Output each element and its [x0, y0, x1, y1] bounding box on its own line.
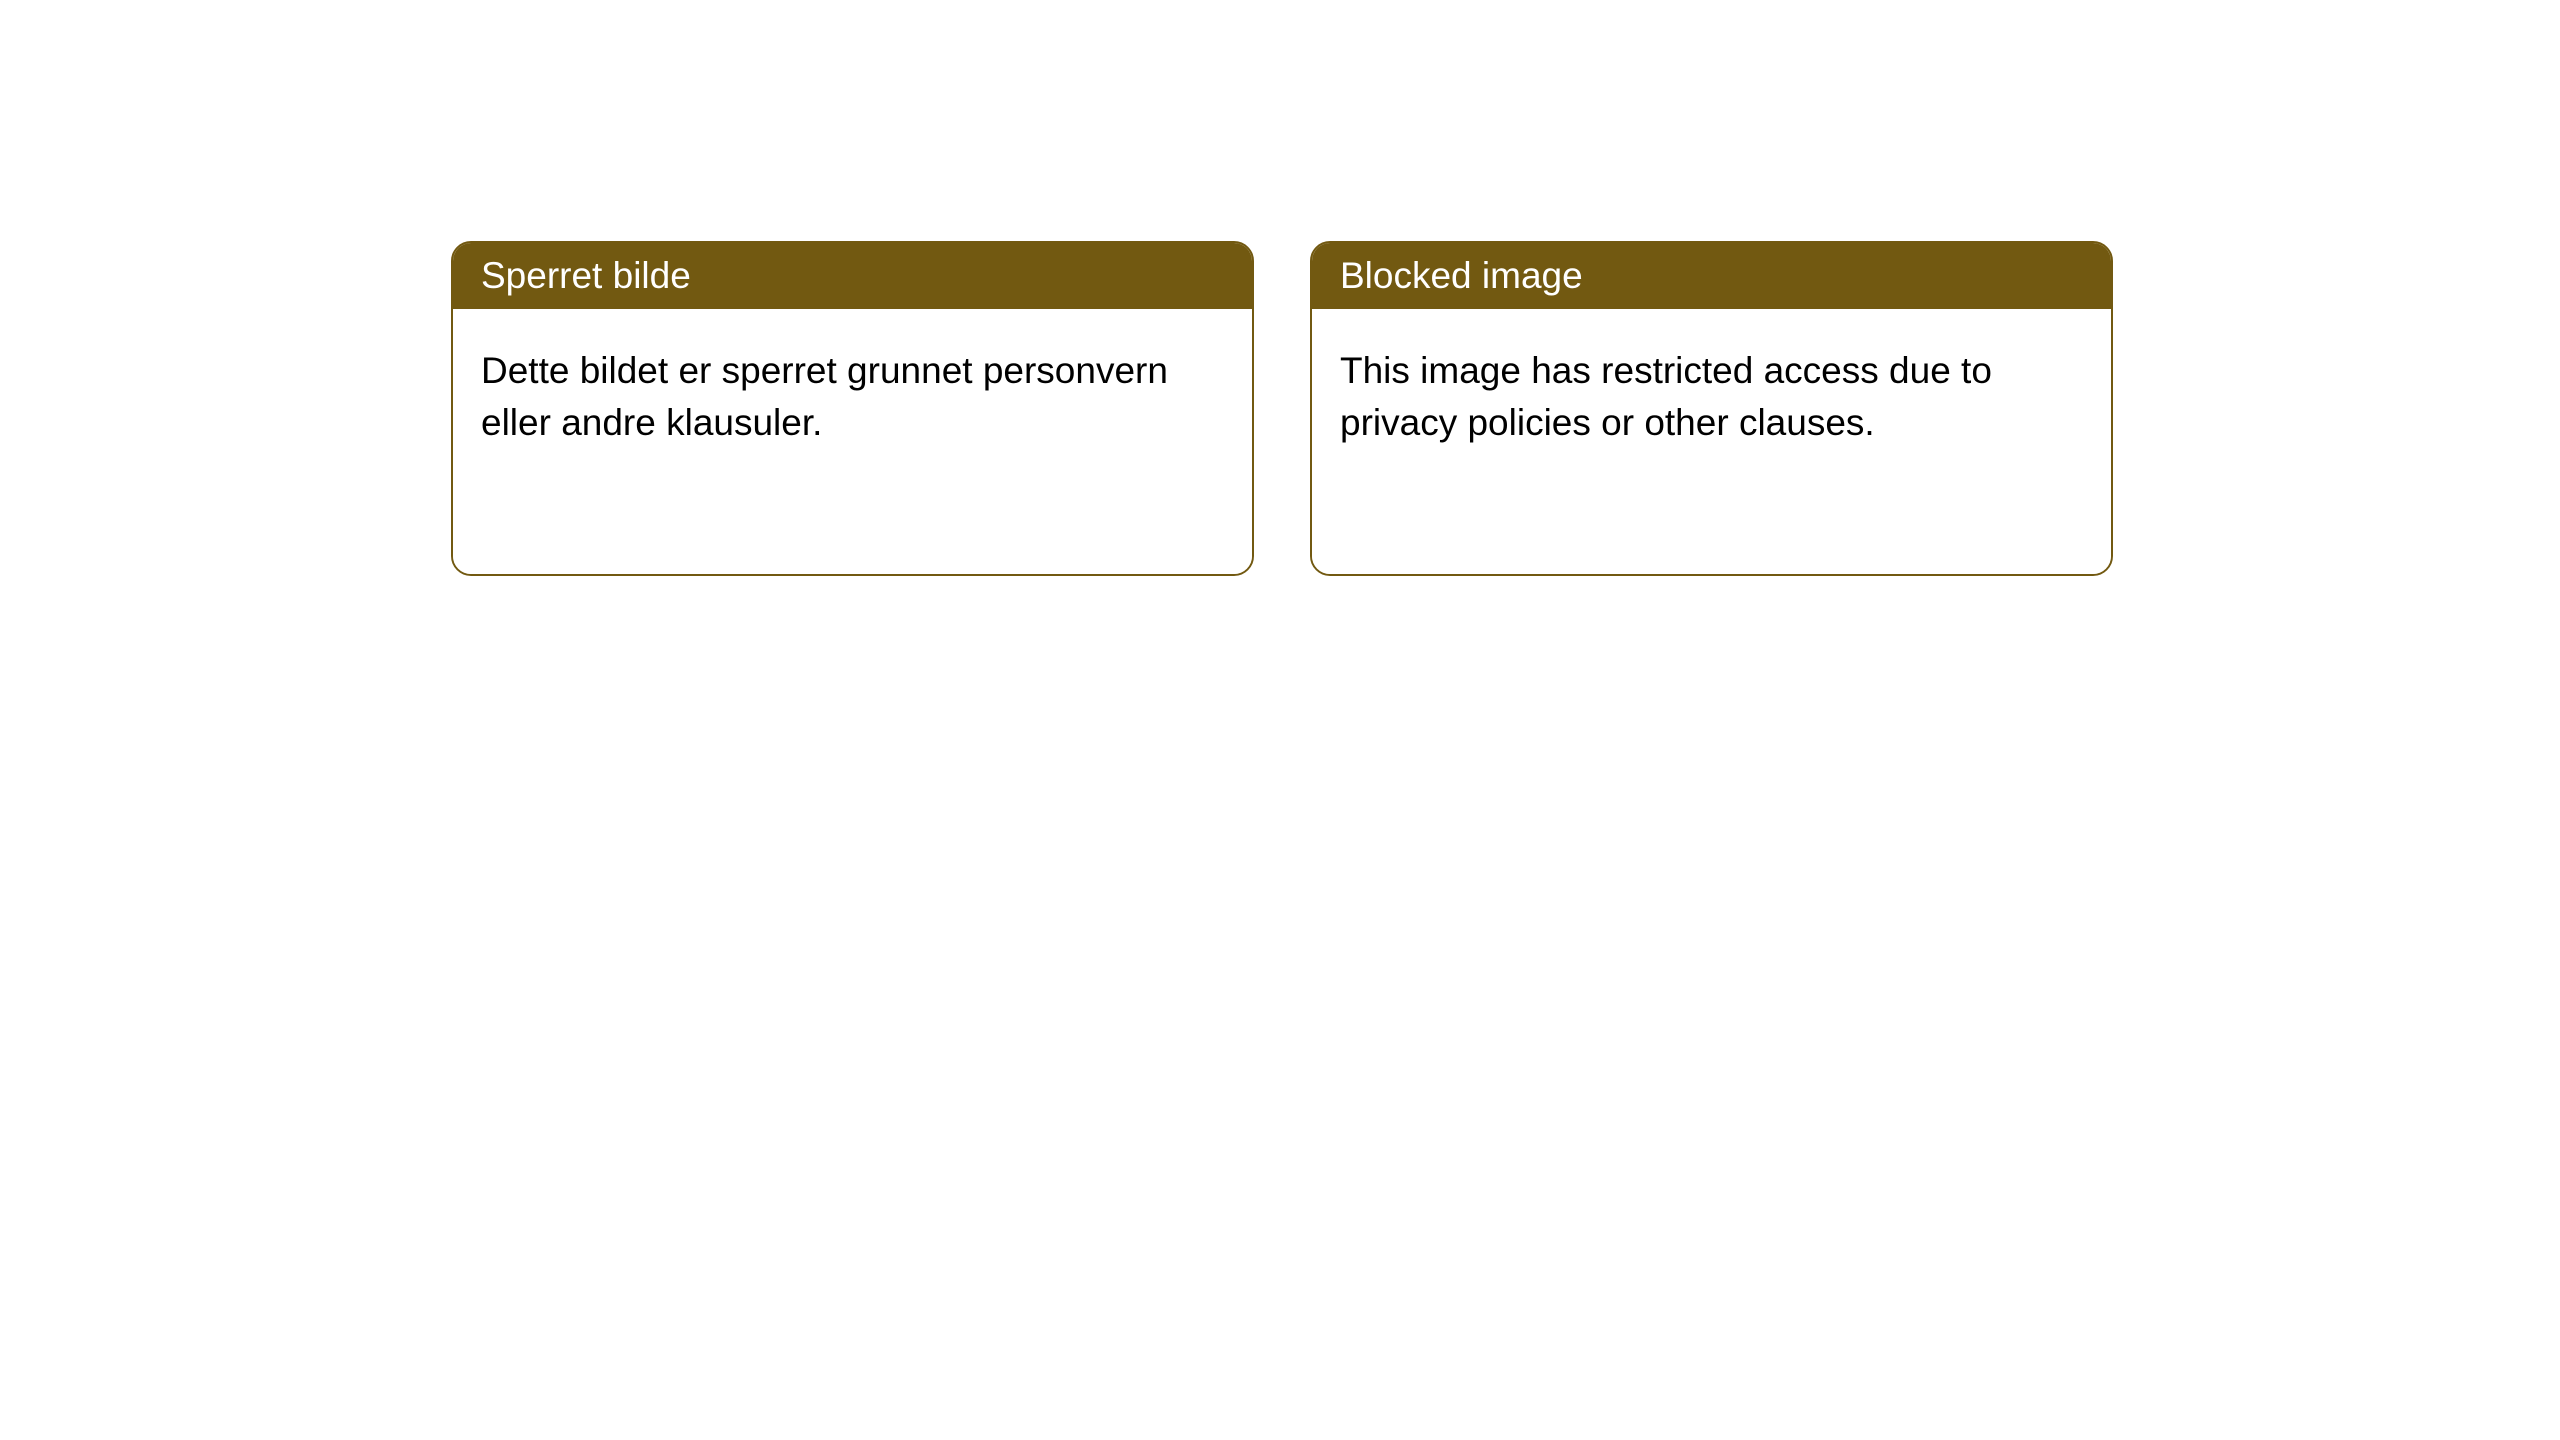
notice-card-body: This image has restricted access due to … [1312, 309, 2111, 576]
notice-card-no: Sperret bilde Dette bildet er sperret gr… [451, 241, 1254, 576]
notice-card-text: Dette bildet er sperret grunnet personve… [481, 350, 1168, 443]
notice-card-en: Blocked image This image has restricted … [1310, 241, 2113, 576]
notice-card-title: Blocked image [1340, 255, 1583, 296]
notice-card-text: This image has restricted access due to … [1340, 350, 1992, 443]
notice-card-body: Dette bildet er sperret grunnet personve… [453, 309, 1252, 576]
notice-card-header: Blocked image [1312, 243, 2111, 309]
notice-container: Sperret bilde Dette bildet er sperret gr… [451, 241, 2113, 576]
notice-card-header: Sperret bilde [453, 243, 1252, 309]
notice-card-title: Sperret bilde [481, 255, 691, 296]
